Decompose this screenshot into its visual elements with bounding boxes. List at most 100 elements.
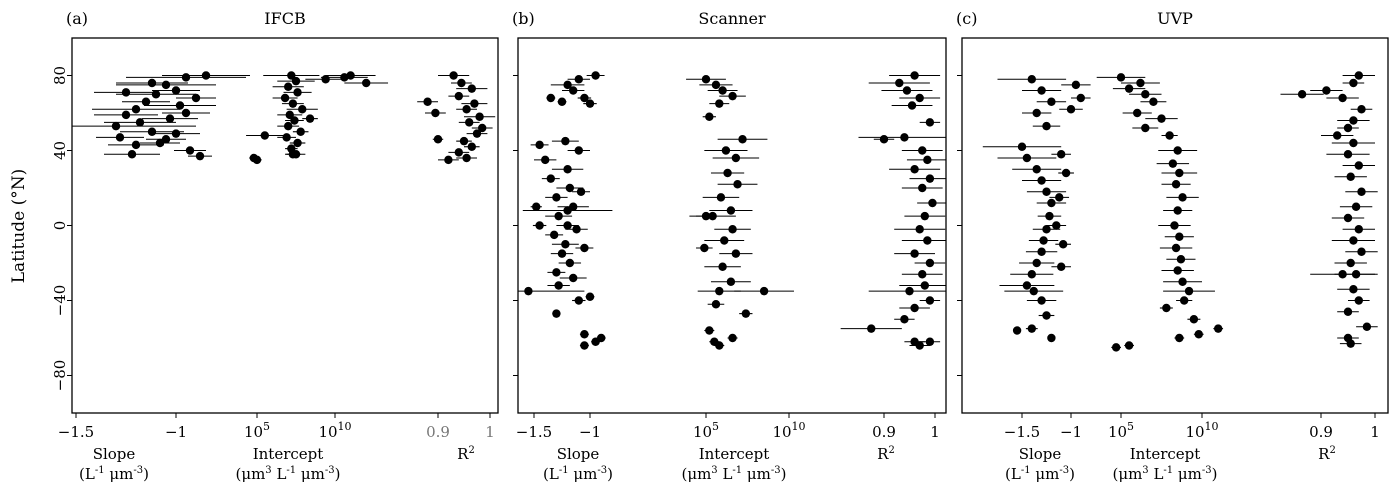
y-tick-label: 80 [51, 66, 69, 85]
data-point [1194, 330, 1203, 339]
data-point [362, 78, 371, 88]
data-point [563, 206, 572, 215]
data-point [700, 243, 709, 253]
data-point [1027, 324, 1037, 333]
data-point [557, 249, 567, 258]
data-point [131, 105, 141, 114]
data-point [563, 221, 572, 230]
data-point [131, 140, 141, 150]
data-point [733, 180, 742, 189]
data-point [1175, 168, 1184, 178]
slope-axis-units: (L-1 μm-3) [543, 465, 613, 483]
data-point [715, 341, 724, 350]
data-point [1346, 258, 1355, 268]
data-point [569, 86, 578, 95]
data-point [1357, 247, 1366, 256]
slope-axis-label: Slope [557, 445, 600, 463]
intercept-axis-label: Intercept [1130, 445, 1201, 463]
panel-uvp: (c) UVP −1.5 −1 105 1010 0.9 1 Slope (L-1 μm-3) In… [956, 9, 1389, 483]
r2-axis-label: R2 [457, 445, 475, 463]
data-point [1357, 105, 1366, 114]
data-point [1045, 211, 1054, 221]
data-point [280, 93, 290, 103]
data-point [907, 101, 917, 110]
data-point [561, 136, 570, 146]
data-point [1032, 108, 1041, 118]
data-point [1322, 86, 1331, 95]
data-point [1057, 262, 1066, 271]
data-point [147, 127, 157, 136]
data-point [910, 303, 919, 313]
data-point [728, 91, 737, 101]
data-point [554, 281, 563, 290]
data-point [433, 135, 443, 144]
r2-axis-label: R2 [877, 445, 895, 463]
data-point [918, 270, 927, 279]
data-point [1058, 240, 1068, 249]
data-point [723, 168, 732, 178]
data-point [1141, 123, 1150, 133]
data-point [879, 135, 889, 144]
data-point [574, 75, 583, 84]
data-point [290, 116, 299, 125]
data-point [151, 90, 161, 99]
data-point [565, 258, 575, 268]
data-point [1116, 73, 1126, 82]
data-point [1349, 285, 1358, 294]
data-point [1042, 225, 1051, 234]
data-point [718, 86, 727, 95]
data-point [287, 71, 296, 80]
data-point [141, 97, 151, 106]
data-point [1354, 161, 1364, 170]
data-point [115, 133, 125, 142]
data-point [915, 225, 924, 234]
data-point [910, 165, 919, 174]
data-point [532, 202, 541, 211]
data-point [470, 99, 479, 108]
data-point [701, 75, 711, 84]
data-point [569, 273, 578, 283]
data-point [1338, 270, 1347, 279]
data-point [741, 309, 751, 318]
data-point [467, 142, 476, 151]
data-point [1037, 296, 1046, 305]
data-point [1178, 193, 1187, 202]
data-point [867, 324, 876, 333]
data-point [565, 183, 575, 193]
x-tick-label: −1.5 [58, 423, 94, 441]
data-point [1214, 324, 1223, 333]
panel-letter: (c) [956, 9, 977, 28]
data-point [1333, 131, 1342, 140]
x-tick-label: 105 [1108, 420, 1134, 441]
data-point [135, 118, 145, 127]
data-point [541, 155, 550, 165]
data-point [1057, 150, 1066, 159]
data-point [181, 73, 191, 82]
data-point [1354, 296, 1364, 305]
data-point [1032, 258, 1041, 268]
data-point [759, 286, 769, 296]
data-point [249, 153, 259, 163]
data-point [1047, 333, 1056, 343]
data-point [535, 221, 544, 230]
data-point [1136, 78, 1145, 88]
y-tick-label: 0 [51, 221, 69, 231]
data-point [1071, 80, 1081, 90]
data-point [1351, 202, 1361, 211]
data-point [715, 99, 724, 108]
panel-title: UVP [1157, 9, 1193, 28]
data-point [165, 114, 175, 123]
data-point [293, 138, 302, 148]
data-point [459, 136, 469, 146]
x-tick-label: −1.5 [1004, 423, 1040, 441]
data-point [925, 296, 935, 305]
data-point [1037, 86, 1046, 95]
panel-title: Scanner [698, 9, 766, 28]
data-point [195, 151, 205, 161]
data-point [1175, 232, 1184, 241]
data-point [524, 286, 533, 296]
data-point [181, 108, 191, 118]
data-point [1346, 339, 1355, 348]
data-point [580, 330, 589, 339]
